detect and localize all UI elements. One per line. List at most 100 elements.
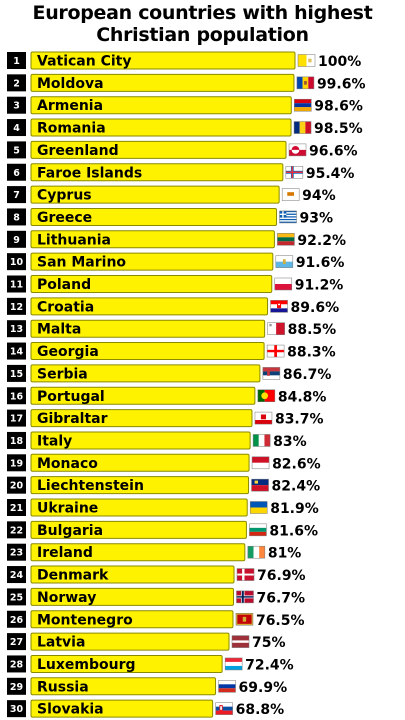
bar	[30, 699, 214, 718]
bar	[30, 453, 250, 472]
rank-box	[7, 342, 26, 360]
bulgaria-flag-icon	[249, 523, 267, 537]
bar-row: 21 Ukraine 81.9%	[7, 498, 319, 517]
rank-label: 24	[10, 570, 24, 581]
rank-box	[7, 610, 26, 628]
category-label: Norway	[37, 590, 96, 606]
malta-flag-icon	[267, 322, 285, 335]
value-label: 82.4%	[272, 479, 321, 495]
rank-label: 7	[13, 190, 20, 201]
greece-flag-icon	[279, 210, 297, 224]
value-label: 88.3%	[287, 345, 336, 361]
bar	[30, 498, 248, 517]
value-label: 95.4%	[306, 166, 355, 182]
bar	[30, 543, 246, 562]
rank-label: 11	[10, 280, 23, 291]
rank-box	[7, 74, 26, 92]
bar-row: 3 Armenia 98.6%	[7, 96, 363, 115]
category-label: Georgia	[37, 344, 99, 360]
value-label: 98.6%	[314, 99, 363, 115]
bar-row: 29 Russia 69.9%	[7, 677, 287, 696]
value-label: 82.6%	[272, 456, 321, 472]
rank-box	[7, 320, 26, 338]
bar-row: 25 Norway 76.7%	[7, 587, 305, 606]
bar	[30, 610, 234, 629]
rank-label: 10	[10, 257, 24, 268]
value-label: 76.5%	[256, 613, 305, 629]
category-label: Russia	[37, 679, 89, 695]
bar	[30, 409, 253, 428]
bar	[30, 677, 217, 696]
rank-box	[7, 566, 26, 584]
portugal-flag-icon	[257, 389, 276, 402]
rank-label: 8	[13, 212, 20, 223]
rank-label: 4	[13, 123, 20, 134]
value-label: 98.5%	[314, 121, 363, 137]
rank-label: 6	[13, 168, 20, 179]
category-label: Latvia	[37, 635, 85, 651]
bar-row: 28 Luxembourg 72.4%	[7, 654, 294, 673]
bar-row: 22 Bulgaria 81.6%	[7, 520, 318, 539]
bar-row: 18 Italy 83%	[7, 431, 307, 450]
bar	[30, 140, 287, 159]
value-label: 83.7%	[275, 412, 324, 428]
category-label: Italy	[37, 433, 72, 449]
bar-row: 10 San Marino 91.6%	[7, 252, 345, 271]
value-label: 81.6%	[269, 523, 318, 539]
rank-box	[7, 208, 26, 226]
category-label: Serbia	[37, 366, 88, 382]
rank-box	[7, 119, 26, 137]
bar	[30, 252, 274, 271]
category-label: Ireland	[37, 545, 93, 561]
bar-row: 16 Portugal 84.8%	[7, 386, 326, 405]
category-label: Armenia	[37, 98, 103, 114]
serbia-flag-icon	[262, 367, 281, 380]
rank-label: 2	[13, 78, 20, 89]
rank-label: 27	[10, 637, 23, 648]
bar-row: 19 Monaco 82.6%	[7, 453, 321, 472]
romania-flag-icon	[293, 121, 312, 134]
category-label: Malta	[37, 322, 81, 338]
bar	[30, 431, 251, 450]
bar-row: 11 Poland 91.2%	[7, 275, 343, 294]
rank-box	[7, 186, 26, 204]
category-label: Moldova	[37, 76, 104, 92]
value-label: 75%	[252, 635, 286, 651]
value-label: 94%	[302, 188, 336, 204]
bar-row: 6 Faroe Islands 95.4%	[7, 163, 355, 182]
category-label: Croatia	[37, 299, 94, 315]
cyprus-flag-icon	[281, 188, 300, 201]
ireland-flag-icon	[247, 545, 266, 559]
rank-label: 1	[13, 56, 20, 67]
rank-label: 3	[13, 101, 20, 112]
value-label: 88.5%	[288, 322, 337, 338]
rank-label: 20	[10, 481, 24, 492]
bar-row: 7 Cyprus 94%	[7, 185, 336, 204]
bar-row: 12 Croatia 89.6%	[7, 297, 339, 316]
bar	[30, 587, 234, 606]
rank-box	[7, 387, 26, 405]
value-label: 81.9%	[270, 501, 319, 517]
rank-label: 18	[10, 436, 24, 447]
armenia-flag-icon	[294, 98, 312, 112]
category-label: Monaco	[37, 456, 98, 472]
value-label: 68.8%	[236, 702, 285, 718]
bar	[30, 520, 247, 539]
value-label: 76.7%	[256, 590, 305, 606]
value-label: 91.6%	[296, 255, 345, 271]
bar-row: 20 Liechtenstein 82.4%	[7, 476, 321, 495]
category-label: Montenegro	[37, 612, 133, 628]
montenegro-flag-icon	[235, 613, 254, 626]
bar-row: 30 Slovakia 68.8%	[7, 699, 285, 718]
rank-label: 13	[10, 324, 23, 335]
latvia-flag-icon	[231, 635, 250, 648]
bar	[30, 73, 295, 92]
bar-row: 5 Greenland 96.6%	[7, 140, 358, 159]
bar-row: 1 Vatican City 100%	[7, 51, 361, 70]
bar	[30, 118, 292, 137]
value-label: 81%	[268, 546, 302, 562]
croatia-flag-icon	[270, 300, 288, 313]
rank-label: 9	[13, 235, 20, 246]
lithuania-flag-icon	[277, 233, 295, 246]
category-label: Gibraltar	[37, 411, 108, 427]
